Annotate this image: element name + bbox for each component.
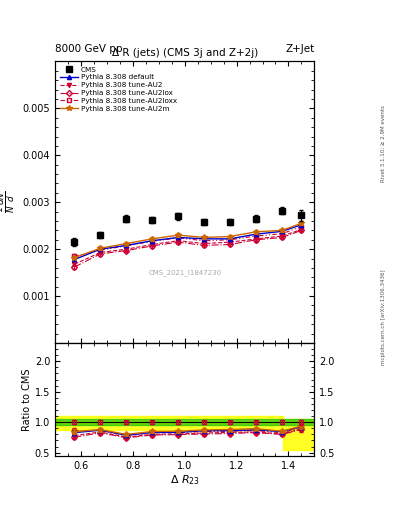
Bar (55, 416, 283, 430)
Text: Z+Jet: Z+Jet (285, 44, 314, 54)
Legend: CMS, Pythia 8.308 default, Pythia 8.308 tune-AU2, Pythia 8.308 tune-AU2lox, Pyth: CMS, Pythia 8.308 default, Pythia 8.308 … (59, 65, 178, 113)
Title: Δ R (jets) (CMS 3j and Z+2j): Δ R (jets) (CMS 3j and Z+2j) (112, 48, 258, 58)
Text: Rivet 3.1.10; ≥ 2.9M events: Rivet 3.1.10; ≥ 2.9M events (381, 105, 386, 182)
Text: mcplots.cern.ch [arXiv:1306.3436]: mcplots.cern.ch [arXiv:1306.3436] (381, 270, 386, 365)
Text: CMS_2021_I1847230: CMS_2021_I1847230 (148, 269, 221, 276)
Bar (283, 419, 314, 450)
Bar (55, 419, 314, 425)
X-axis label: $\Delta\ R_{23}$: $\Delta\ R_{23}$ (170, 473, 200, 487)
Y-axis label: $\frac{1}{N}\frac{dN}{d}$: $\frac{1}{N}\frac{dN}{d}$ (0, 191, 17, 214)
Y-axis label: Ratio to CMS: Ratio to CMS (22, 368, 32, 431)
Text: 8000 GeV pp: 8000 GeV pp (55, 44, 123, 54)
